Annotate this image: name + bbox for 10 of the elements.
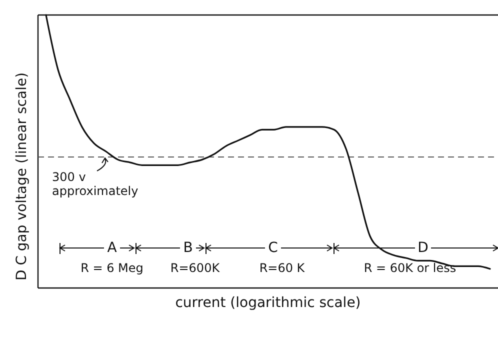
annotation: R = 6 Meg xyxy=(80,261,144,275)
annotation: A xyxy=(107,240,118,256)
annotation: B xyxy=(183,240,193,256)
annotation: C xyxy=(268,240,278,256)
annotation: R=600K xyxy=(170,261,221,275)
annotation: D xyxy=(418,240,428,256)
x-axis-title: current (logarithmic scale) xyxy=(175,295,361,311)
annotation: R=60 K xyxy=(259,261,306,275)
y-axis-title: D C gap voltage (linear scale) xyxy=(14,72,30,281)
ref-line-label: 300 v approximately xyxy=(52,170,138,198)
